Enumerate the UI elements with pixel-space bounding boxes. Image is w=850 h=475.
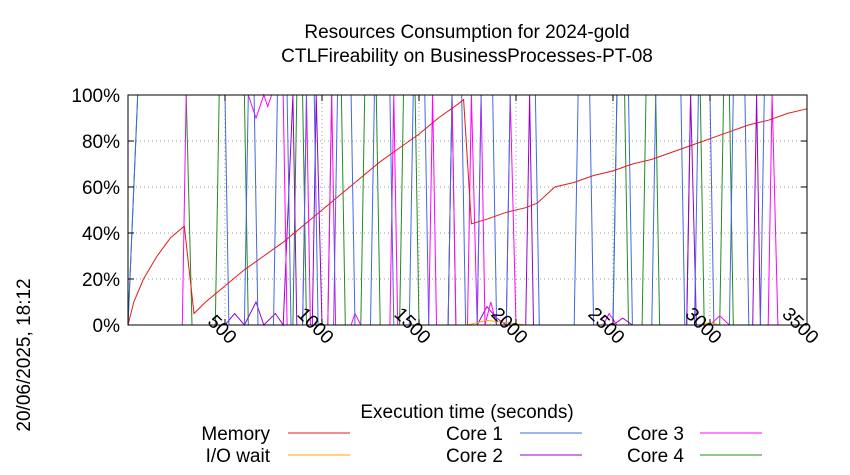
legend-label: Memory [201,424,270,445]
series-line-memory [127,98,808,326]
y-axis-ticks: 0% 20% 40% 60% 80% 100% [71,86,807,337]
y-tick-label: 40% [82,224,120,245]
legend-label: Core 1 [446,424,503,445]
series-line-core-2 [128,94,807,327]
y-tick-label: 0% [93,316,121,337]
y-tick-label: 60% [82,178,120,199]
chart-title-line-1: Resources Consumption for 2024-gold [304,22,629,43]
timestamp-label: 20/06/2025, 18:12 [14,278,35,431]
x-tick-label: 1000 [293,304,338,349]
legend-label: I/O wait [206,446,271,467]
x-tick-label: 1500 [390,304,435,349]
grid-lines [128,95,807,325]
series-line-core-4 [127,94,807,326]
x-tick-label: 500 [203,311,240,348]
y-tick-label: 20% [82,270,120,291]
legend-label: Core 3 [627,424,684,445]
x-tick-label: 3500 [778,304,823,349]
y-tick-label: 80% [82,132,120,153]
series-layer [127,93,808,327]
legend-label: Core 2 [446,446,503,467]
y-tick-label: 100% [71,86,120,107]
x-tick-label: 2500 [584,304,629,349]
series-line-core-3 [128,93,807,326]
legend-label: Core 4 [627,446,684,467]
plot-frame [127,94,808,326]
series-line-core-1 [127,94,807,326]
x-axis-label: Execution time (seconds) [360,402,573,423]
chart-title-line-2: CTLFireability on BusinessProcesses-PT-0… [281,46,653,67]
